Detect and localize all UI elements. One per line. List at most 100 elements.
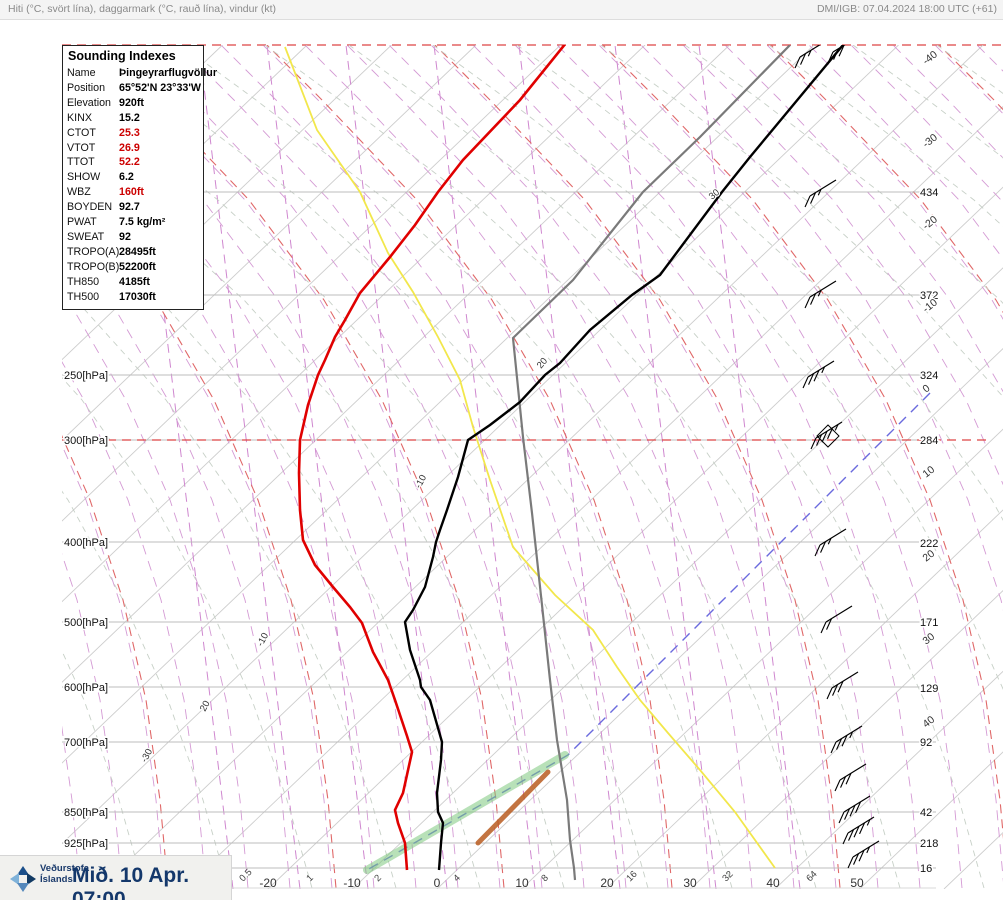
svg-text:-20: -20	[259, 876, 277, 890]
wind-barb	[804, 179, 837, 208]
svg-text:20: 20	[600, 876, 614, 890]
index-value: 92	[119, 230, 131, 243]
svg-text:-40: -40	[920, 48, 939, 67]
index-label: TTOT	[67, 156, 95, 169]
index-label: TROPO(A)	[67, 245, 120, 258]
index-row: Name Þingeyrarflugvöllur	[67, 66, 217, 81]
svg-text:-10: -10	[343, 876, 361, 890]
index-value: 7.5 kg/m²	[119, 216, 166, 229]
svg-text:434: 434	[920, 187, 938, 199]
index-label: SWEAT	[67, 230, 105, 243]
org-name: Veðurstofa Íslands	[40, 863, 89, 885]
top-titlebar: Hiti (°C, svört lína), daggarmark (°C, r…	[0, 0, 1003, 20]
index-row: Elevation 920ft	[67, 96, 203, 111]
svg-text:2: 2	[372, 873, 384, 885]
wind-barb	[820, 605, 853, 634]
model-run-info: DMI/IGB: 07.04.2024 18:00 UTC (+61)	[816, 3, 997, 15]
icing-band-green	[363, 751, 569, 874]
index-row: WBZ 160ft	[67, 185, 203, 200]
yellow-curve	[284, 46, 776, 869]
index-row: TH850 4185ft	[67, 275, 203, 290]
index-label: CTOT	[67, 126, 96, 139]
index-label: Position	[67, 81, 106, 94]
wind-barb	[830, 725, 863, 754]
svg-text:300[hPa]: 300[hPa]	[64, 435, 108, 447]
height-axis-labels: 434 372 324 284 222 171 129 92 42 218 16	[919, 186, 940, 877]
svg-text:372: 372	[920, 290, 938, 302]
svg-text:-30: -30	[920, 131, 939, 150]
sounding-indexes-panel: Sounding Indexes Name Þingeyrarflugvöllur…	[62, 45, 217, 310]
svg-text:250[hPa]: 250[hPa]	[64, 370, 108, 382]
svg-text:222: 222	[920, 538, 938, 550]
index-value: 92.7	[119, 201, 140, 214]
wind-barb	[804, 280, 837, 309]
svg-text:30: 30	[683, 876, 697, 890]
icing-band-orange	[475, 769, 551, 846]
wind-barb	[810, 421, 843, 450]
svg-text:284: 284	[920, 435, 938, 447]
index-row: PWAT 7.5 kg/m²	[67, 215, 203, 230]
svg-text:129: 129	[920, 683, 938, 695]
svg-text:400[hPa]: 400[hPa]	[64, 537, 108, 549]
max-wind-diamond	[816, 424, 840, 448]
index-row: TROPO(B) 52200ft	[67, 260, 203, 275]
zero-isotherm-blue-line	[366, 392, 931, 871]
index-label: TH500	[67, 290, 100, 303]
svg-text:42: 42	[920, 807, 932, 819]
index-label: WBZ	[67, 186, 91, 199]
index-value: 160ft	[119, 186, 144, 199]
index-value: 52200ft	[119, 260, 156, 273]
wind-barb	[814, 528, 847, 557]
chart-legend-title: Hiti (°C, svört lína), daggarmark (°C, r…	[8, 3, 277, 15]
index-label: VTOT	[67, 141, 96, 154]
svg-text:171: 171	[920, 617, 938, 629]
svg-text:64: 64	[804, 869, 819, 884]
index-row: CTOT 25.3	[67, 126, 203, 141]
wind-barb	[834, 763, 867, 792]
index-row: TTOT 52.2	[67, 155, 203, 170]
pressure-gridlines	[62, 191, 990, 889]
index-row: VTOT 26.9	[67, 141, 203, 156]
plot-area	[62, 45, 1003, 889]
svg-text:50: 50	[850, 876, 864, 890]
index-value: 28495ft	[119, 245, 156, 258]
svg-text:16: 16	[920, 863, 932, 875]
index-label: KINX	[67, 111, 92, 124]
wind-barb	[802, 360, 835, 389]
svg-text:16: 16	[624, 869, 639, 884]
valid-time-bar: Veðurstofa Íslands Mið. 10 Apr. 07:00	[0, 855, 232, 900]
svg-text:1: 1	[304, 873, 316, 885]
wind-barb	[794, 45, 821, 69]
index-row: TH500 17030ft	[67, 290, 203, 305]
svg-text:40: 40	[920, 714, 937, 731]
index-value: 65°52'N 23°33'W	[119, 81, 201, 94]
index-row: SWEAT 92	[67, 230, 203, 245]
temperature-curve	[403, 45, 844, 871]
dewpoint-curve	[297, 45, 567, 871]
index-label: TH850	[67, 275, 100, 288]
svg-text:92: 92	[920, 737, 932, 749]
index-label: BOYDEN	[67, 201, 113, 214]
svg-text:-20: -20	[920, 213, 939, 232]
index-value: 6.2	[119, 171, 134, 184]
svg-text:0.5: 0.5	[237, 867, 254, 884]
index-value: 26.9	[119, 141, 140, 154]
svg-text:40: 40	[766, 876, 780, 890]
index-value: 4185ft	[119, 275, 150, 288]
wind-barbs	[794, 45, 880, 869]
svg-text:8: 8	[539, 873, 551, 885]
index-label: Name	[67, 67, 96, 79]
index-label: TROPO(B)	[67, 260, 120, 273]
index-value: 17030ft	[119, 290, 156, 303]
wind-barb	[847, 840, 880, 869]
indexes-rows: Name Þingeyrarflugvöllur Position 65°52'N 2…	[67, 66, 217, 305]
index-value: 52.2	[119, 156, 140, 169]
svg-text:324: 324	[920, 370, 938, 382]
index-label: Elevation	[67, 96, 111, 109]
index-label: SHOW	[67, 171, 101, 184]
index-value: Þingeyrarflugvöllur	[119, 67, 217, 79]
wind-barb	[838, 795, 871, 824]
svg-text:500[hPa]: 500[hPa]	[64, 617, 108, 629]
